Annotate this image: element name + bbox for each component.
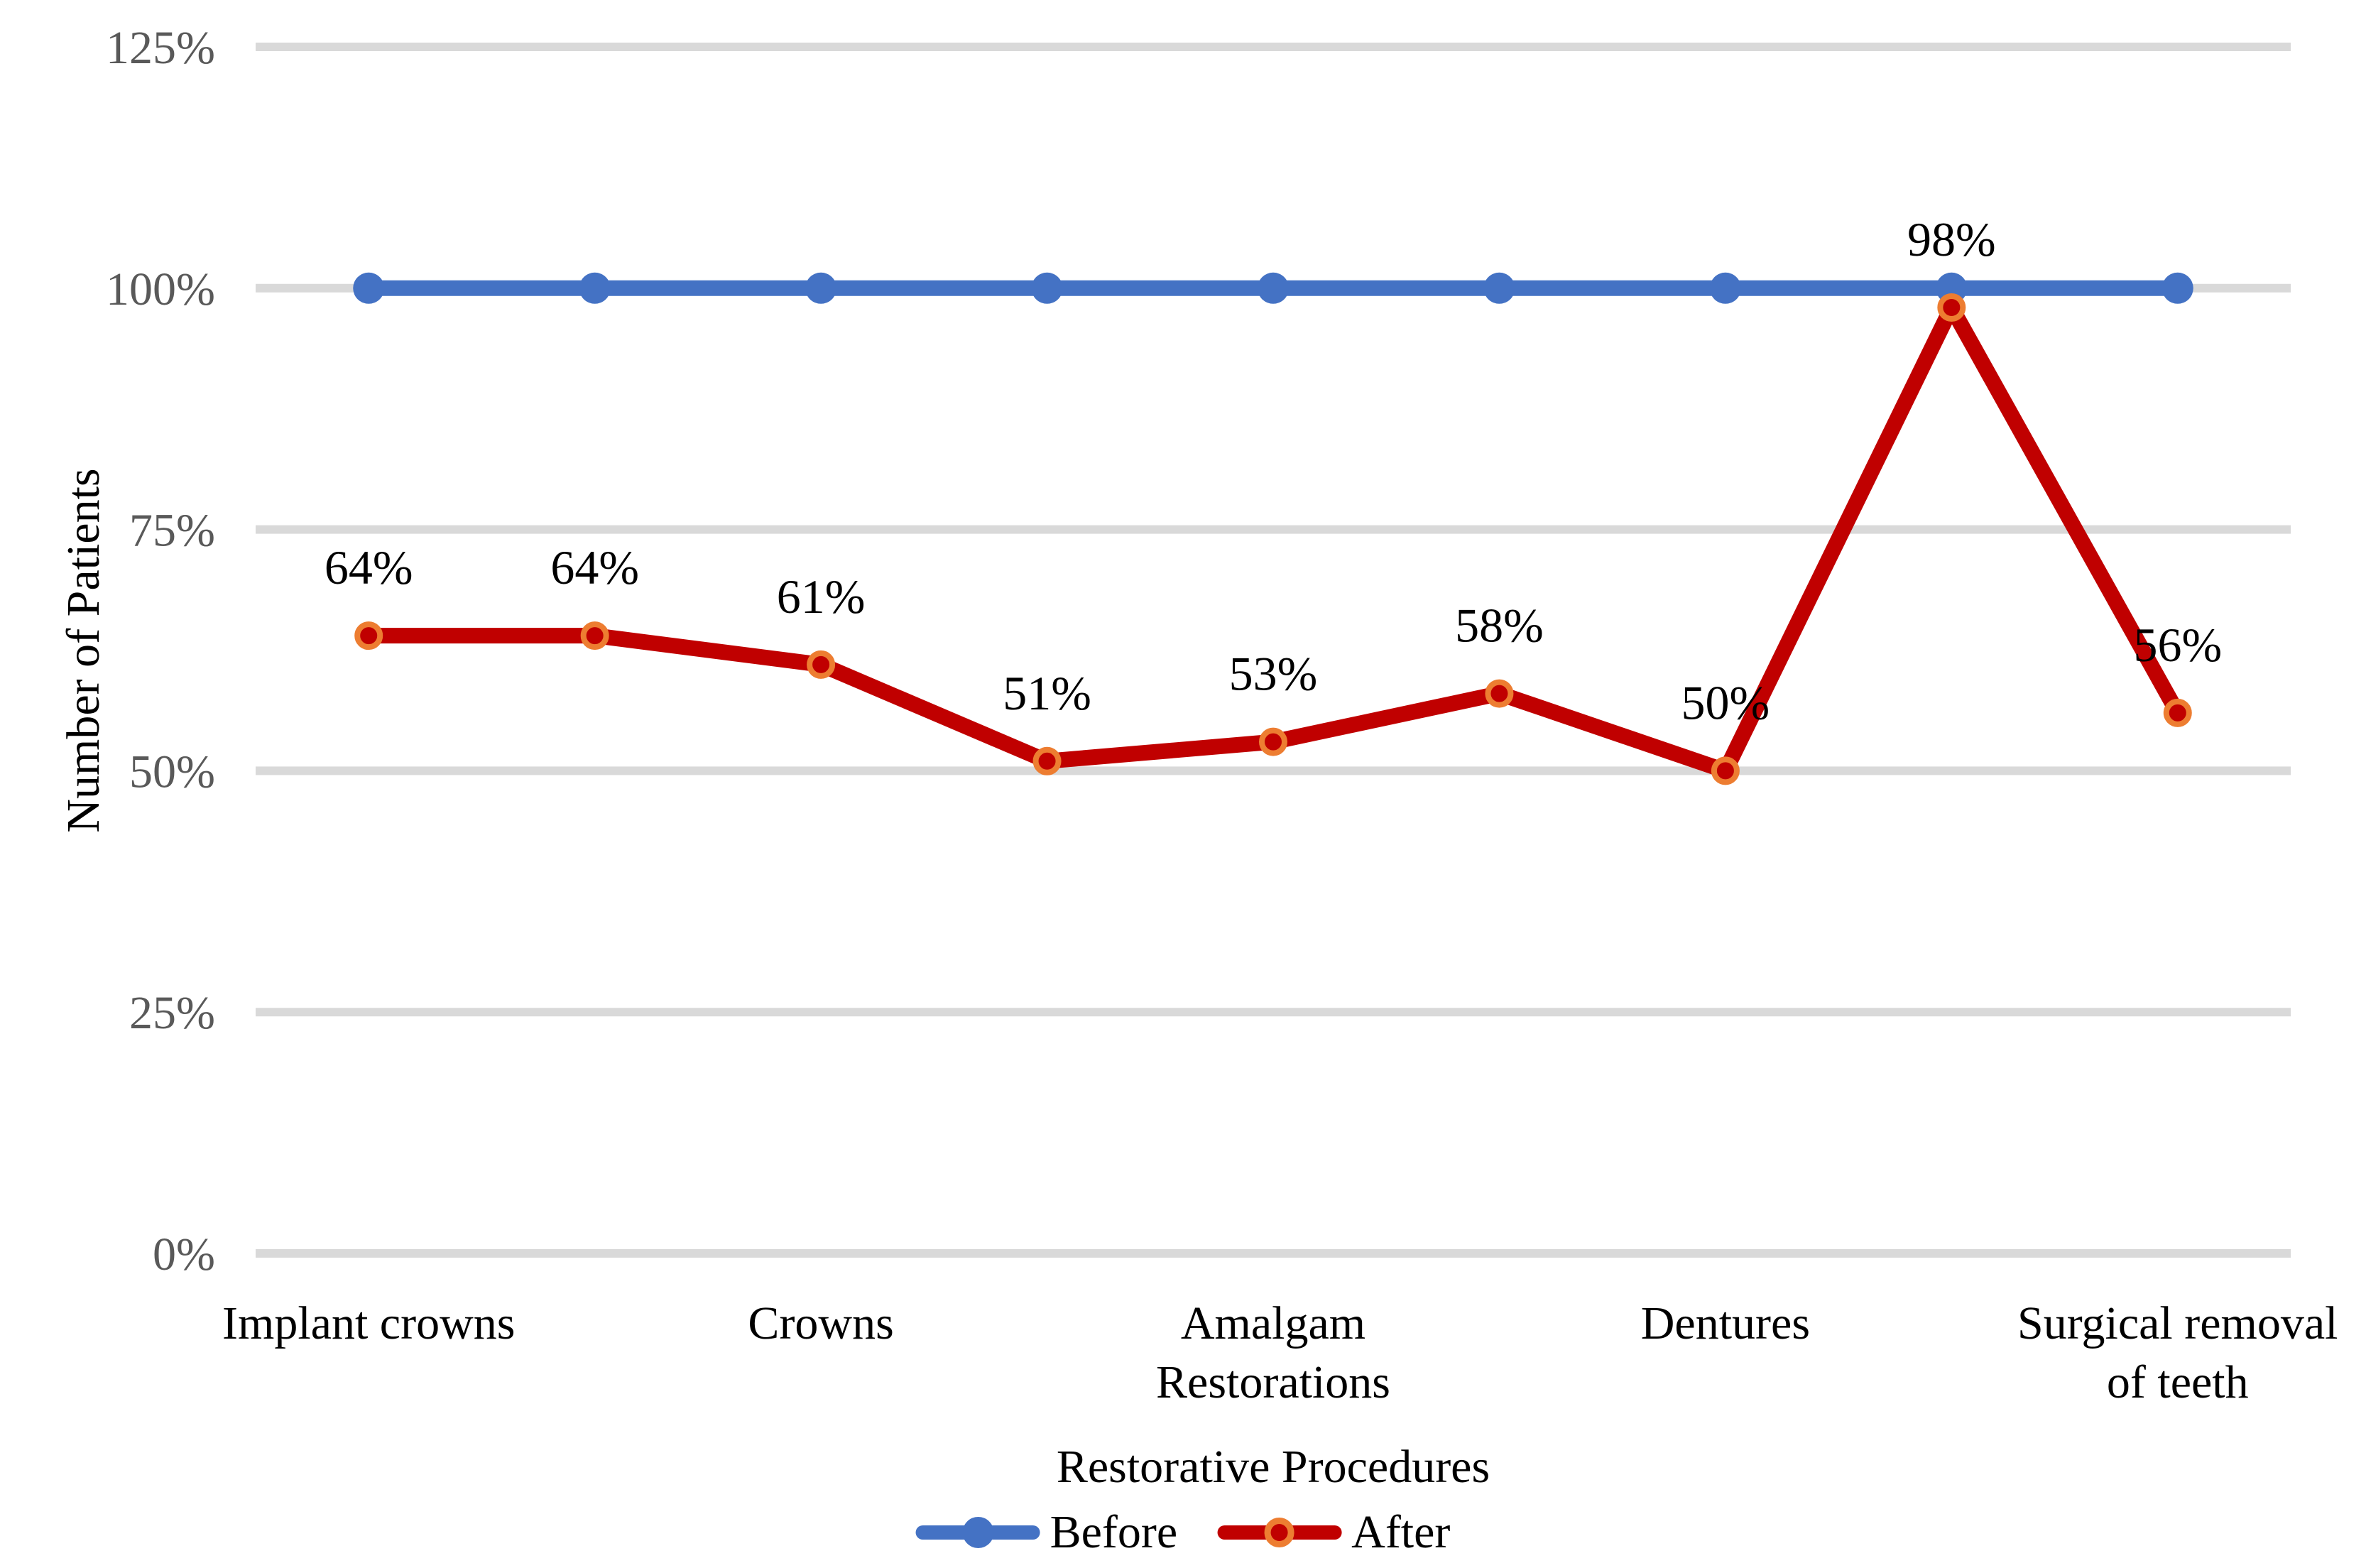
after-legend-marker <box>1217 1515 1342 1550</box>
after-marker <box>354 621 383 650</box>
after-marker <box>1485 679 1514 708</box>
after-data-label: 64% <box>325 540 413 594</box>
after-data-label: 61% <box>777 570 866 624</box>
after-data-label: 53% <box>1229 647 1318 701</box>
x-tick-label: Surgical removal of teeth <box>2017 1297 2338 1408</box>
before-marker <box>1031 272 1063 304</box>
y-tick-label: 0% <box>153 1229 215 1280</box>
y-tick-label: 125% <box>106 22 215 74</box>
after-data-label: 56% <box>2133 618 2222 672</box>
x-tick-label-line: Restorations <box>1156 1356 1390 1408</box>
legend-item-before: Before <box>915 1506 1178 1559</box>
x-tick-label-line: Surgical removal <box>2017 1297 2338 1349</box>
legend-item-after: After <box>1217 1506 1450 1559</box>
x-tick-label: Crowns <box>748 1297 893 1349</box>
before-marker <box>1483 272 1515 304</box>
x-tick-label-line: Crowns <box>748 1297 893 1349</box>
y-tick-label: 50% <box>129 746 215 797</box>
after-marker <box>807 650 836 679</box>
x-tick-label: Implant crowns <box>222 1297 515 1349</box>
y-tick-label: 25% <box>129 987 215 1039</box>
after-data-label: 58% <box>1455 599 1544 653</box>
after-data-label: 50% <box>1681 675 1770 729</box>
before-marker <box>1709 272 1741 304</box>
after-sample-ring <box>1264 1518 1294 1547</box>
x-tick-label: Dentures <box>1641 1297 1810 1349</box>
x-tick-label-line: Amalgam <box>1181 1297 1365 1349</box>
after-marker <box>2163 698 2192 727</box>
after-marker <box>1711 756 1740 785</box>
y-axis-title: Number of Patients <box>58 468 109 833</box>
before-sample-dot <box>962 1517 994 1548</box>
before-marker <box>1258 272 1289 304</box>
after-marker <box>1259 727 1287 756</box>
before-marker <box>579 272 611 304</box>
before-legend-marker <box>915 1515 1040 1550</box>
after-series-line <box>361 299 2186 779</box>
after-data-label: 98% <box>1907 212 1996 266</box>
after-marker <box>1032 746 1062 775</box>
x-tick-label-line: Dentures <box>1641 1297 1810 1349</box>
x-axis-title: Restorative Procedures <box>1056 1441 1490 1493</box>
x-tick-label-line: Implant crowns <box>222 1297 515 1349</box>
y-tick-label: 100% <box>106 263 215 315</box>
before-marker <box>353 272 385 304</box>
legend-label-before: Before <box>1050 1506 1178 1558</box>
legend-label-after: After <box>1351 1506 1451 1558</box>
y-tick-label: 75% <box>129 505 215 557</box>
x-tick-label-line: of teeth <box>2107 1356 2249 1408</box>
after-marker <box>580 621 609 650</box>
after-data-label: 64% <box>550 540 639 594</box>
x-tick-label: Amalgam Restorations <box>1156 1297 1390 1408</box>
after-data-label: 51% <box>1003 666 1091 720</box>
chart-legend: Before After <box>915 1506 1450 1559</box>
before-marker <box>2161 272 2193 304</box>
after-marker <box>1937 293 1966 322</box>
before-marker <box>805 272 837 304</box>
